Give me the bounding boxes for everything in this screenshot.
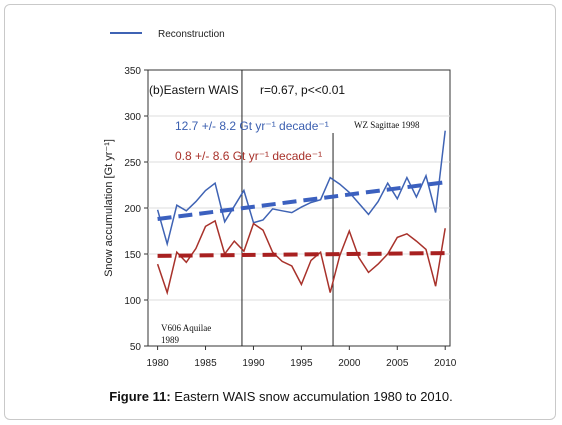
- y-axis: 50 100 150 200 250 300 350: [124, 66, 148, 353]
- y-tick-label-50: 50: [130, 342, 142, 353]
- x-tick-label-1985: 1985: [194, 358, 217, 369]
- y-tick-label-250: 250: [124, 158, 141, 169]
- y-axis-label: Snow accumulation [Gt yr⁻¹]: [103, 139, 115, 277]
- v606-aquilae-year: 1989: [161, 335, 180, 345]
- blue-trend-annotation: 12.7 +/- 8.2 Gt yr⁻¹ decade⁻¹: [175, 119, 329, 133]
- y-tick-label-150: 150: [124, 250, 141, 261]
- v606-aquilae-label: V606 Aquilae: [161, 323, 211, 333]
- y-tick-label-300: 300: [124, 112, 141, 123]
- legend-label-reconstruction: Reconstruction: [158, 29, 225, 40]
- panel-title: (b)Eastern WAIS: [149, 83, 239, 97]
- x-tick-label-2010: 2010: [434, 358, 457, 369]
- x-tick-label-2000: 2000: [338, 358, 361, 369]
- caption-label: Figure 11:: [109, 389, 171, 404]
- wz-sagittae-label: WZ Sagittae 1998: [354, 120, 420, 130]
- x-tick-label-1980: 1980: [146, 358, 169, 369]
- trend-line-red: [157, 251, 446, 258]
- figure-frame: [4, 4, 556, 420]
- caption-text: Eastern WAIS snow accumulation 1980 to 2…: [170, 389, 453, 404]
- red-trend-annotation: 0.8 +/- 8.6 Gt yr⁻¹ decade⁻¹: [175, 149, 322, 163]
- panel-stats: r=0.67, p<<0.01: [260, 83, 345, 97]
- trend-line-blue: [157, 180, 446, 222]
- x-tick-label-2005: 2005: [386, 358, 409, 369]
- series-line-red: [156, 219, 446, 296]
- series-line-reconstruction: [156, 130, 446, 247]
- x-axis: 1980 1985 1990 1995 2000 2005 2010: [146, 346, 457, 369]
- y-tick-label-100: 100: [124, 296, 141, 307]
- x-tick-label-1990: 1990: [242, 358, 265, 369]
- y-tick-label-200: 200: [124, 204, 141, 215]
- figure-caption: Figure 11: Eastern WAIS snow accumulatio…: [0, 389, 562, 404]
- x-tick-label-1995: 1995: [290, 358, 313, 369]
- y-tick-label-350: 350: [124, 66, 141, 77]
